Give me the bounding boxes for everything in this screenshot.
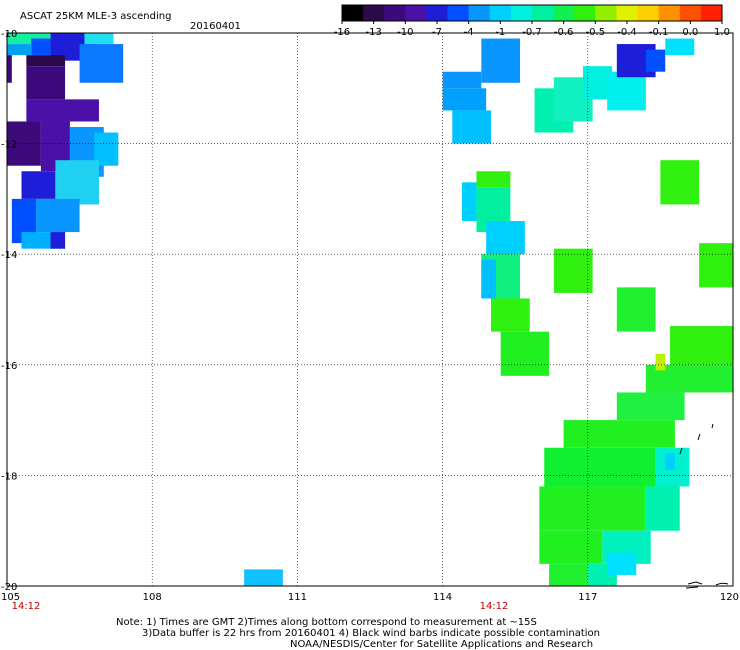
data-cell: [549, 563, 588, 586]
plot-frame: [6, 32, 734, 587]
time-label-left: 14:12: [12, 601, 41, 612]
y-tick-label: -14: [1, 250, 17, 261]
data-cell: [645, 49, 666, 72]
data-cell: [553, 248, 593, 293]
data-cell: [670, 326, 733, 365]
colorbar-segment: [532, 5, 554, 21]
data-cell: [442, 88, 487, 111]
data-cell: [26, 99, 99, 122]
colorbar-segment: [363, 5, 385, 21]
data-cell: [50, 232, 66, 249]
data-cell: [31, 38, 51, 56]
data-cell: [665, 38, 695, 56]
y-tick-label: -10: [1, 29, 17, 40]
data-cell: [244, 569, 283, 586]
data-cell: [84, 33, 114, 45]
x-tick-label: 108: [143, 592, 162, 603]
colorbar-ticks: -16 -13 -10 -7 -4 -1 -0.7 -0.6 -0.5 -0.4 -0.1 0.0 1.…: [334, 21, 730, 38]
data-cell: [21, 171, 56, 199]
data-cell: [461, 182, 477, 222]
note-line-2: 3)Data buffer is 22 hrs from 20160401 4)…: [142, 628, 600, 639]
data-cell: [486, 221, 525, 255]
data-cell: [26, 55, 66, 67]
data-cell: [699, 243, 733, 288]
colorbar-segment: [384, 5, 406, 21]
coastline-mark: [685, 581, 729, 589]
data-cell: [7, 44, 32, 56]
colorbar-segment: [342, 5, 364, 21]
y-tick-label: -20: [1, 582, 17, 593]
data-cell: [476, 171, 511, 188]
data-cell: [607, 71, 646, 111]
y-tick-label: -12: [1, 140, 17, 151]
colorbar-segment: [679, 5, 702, 21]
data-cell: [616, 392, 685, 421]
colorbar-segment: [553, 5, 575, 21]
colorbar-segment: [616, 5, 639, 21]
note-line-3: NOAA/NESDIS/Center for Satellite Applica…: [290, 639, 593, 650]
data-cell: [607, 552, 637, 575]
data-cell: [26, 66, 66, 100]
colorbar-segment: [447, 5, 470, 21]
x-tick-label: 105: [1, 592, 20, 603]
chart-title: ASCAT 25KM MLE-3 ascending: [20, 11, 171, 22]
note-line-1: Note: 1) Times are GMT 2)Times along bot…: [116, 617, 537, 628]
data-cell: [665, 453, 675, 470]
colorbar-segment: [510, 5, 533, 21]
x-tick-label: 117: [578, 592, 597, 603]
colorbar-segment: [595, 5, 617, 21]
x-tick-label: 114: [433, 592, 452, 603]
data-cell: [481, 38, 521, 83]
colorbar-segment: [700, 5, 723, 21]
colorbar-segment: [658, 5, 681, 21]
colorbar-segment: [637, 5, 660, 21]
data-cell: [452, 110, 491, 144]
colorbar-segment: [405, 5, 427, 21]
x-tick-label: 120: [720, 592, 739, 603]
data-cell: [36, 198, 80, 233]
y-tick-labels: -10 -12 -14 -16 -18 -20: [1, 29, 17, 593]
time-label-middle: 14:12: [480, 601, 509, 612]
grid-lines: [7, 33, 733, 586]
data-cell: [7, 121, 41, 166]
y-tick-label: -18: [1, 471, 17, 482]
data-cell: [442, 71, 482, 89]
colorbar-segment: [426, 5, 449, 21]
colorbar-segment: [489, 5, 512, 21]
x-tick-labels: 105 108 111 114 117 120: [1, 592, 739, 603]
wind-data-cells: [7, 33, 733, 586]
data-cell: [539, 530, 603, 564]
colorbar-segment: [574, 5, 596, 21]
wind-barb-mark: [679, 423, 714, 455]
data-cell: [500, 331, 550, 376]
data-cell: [79, 44, 124, 83]
chart-date: 20160401: [190, 21, 241, 32]
x-tick-label: 111: [288, 592, 307, 603]
data-cell: [660, 160, 700, 205]
colorbar: [341, 4, 723, 22]
data-cell: [563, 420, 675, 448]
data-cell: [645, 486, 680, 531]
data-cell: [55, 160, 99, 205]
data-cell: [539, 486, 646, 531]
data-cell: [616, 287, 656, 332]
data-cell: [491, 298, 530, 332]
y-tick-label: -16: [1, 361, 17, 372]
data-cell: [544, 447, 656, 487]
data-cell: [481, 259, 496, 299]
colorbar-segment: [468, 5, 491, 21]
data-cell: [655, 353, 666, 371]
data-cell: [7, 55, 12, 83]
